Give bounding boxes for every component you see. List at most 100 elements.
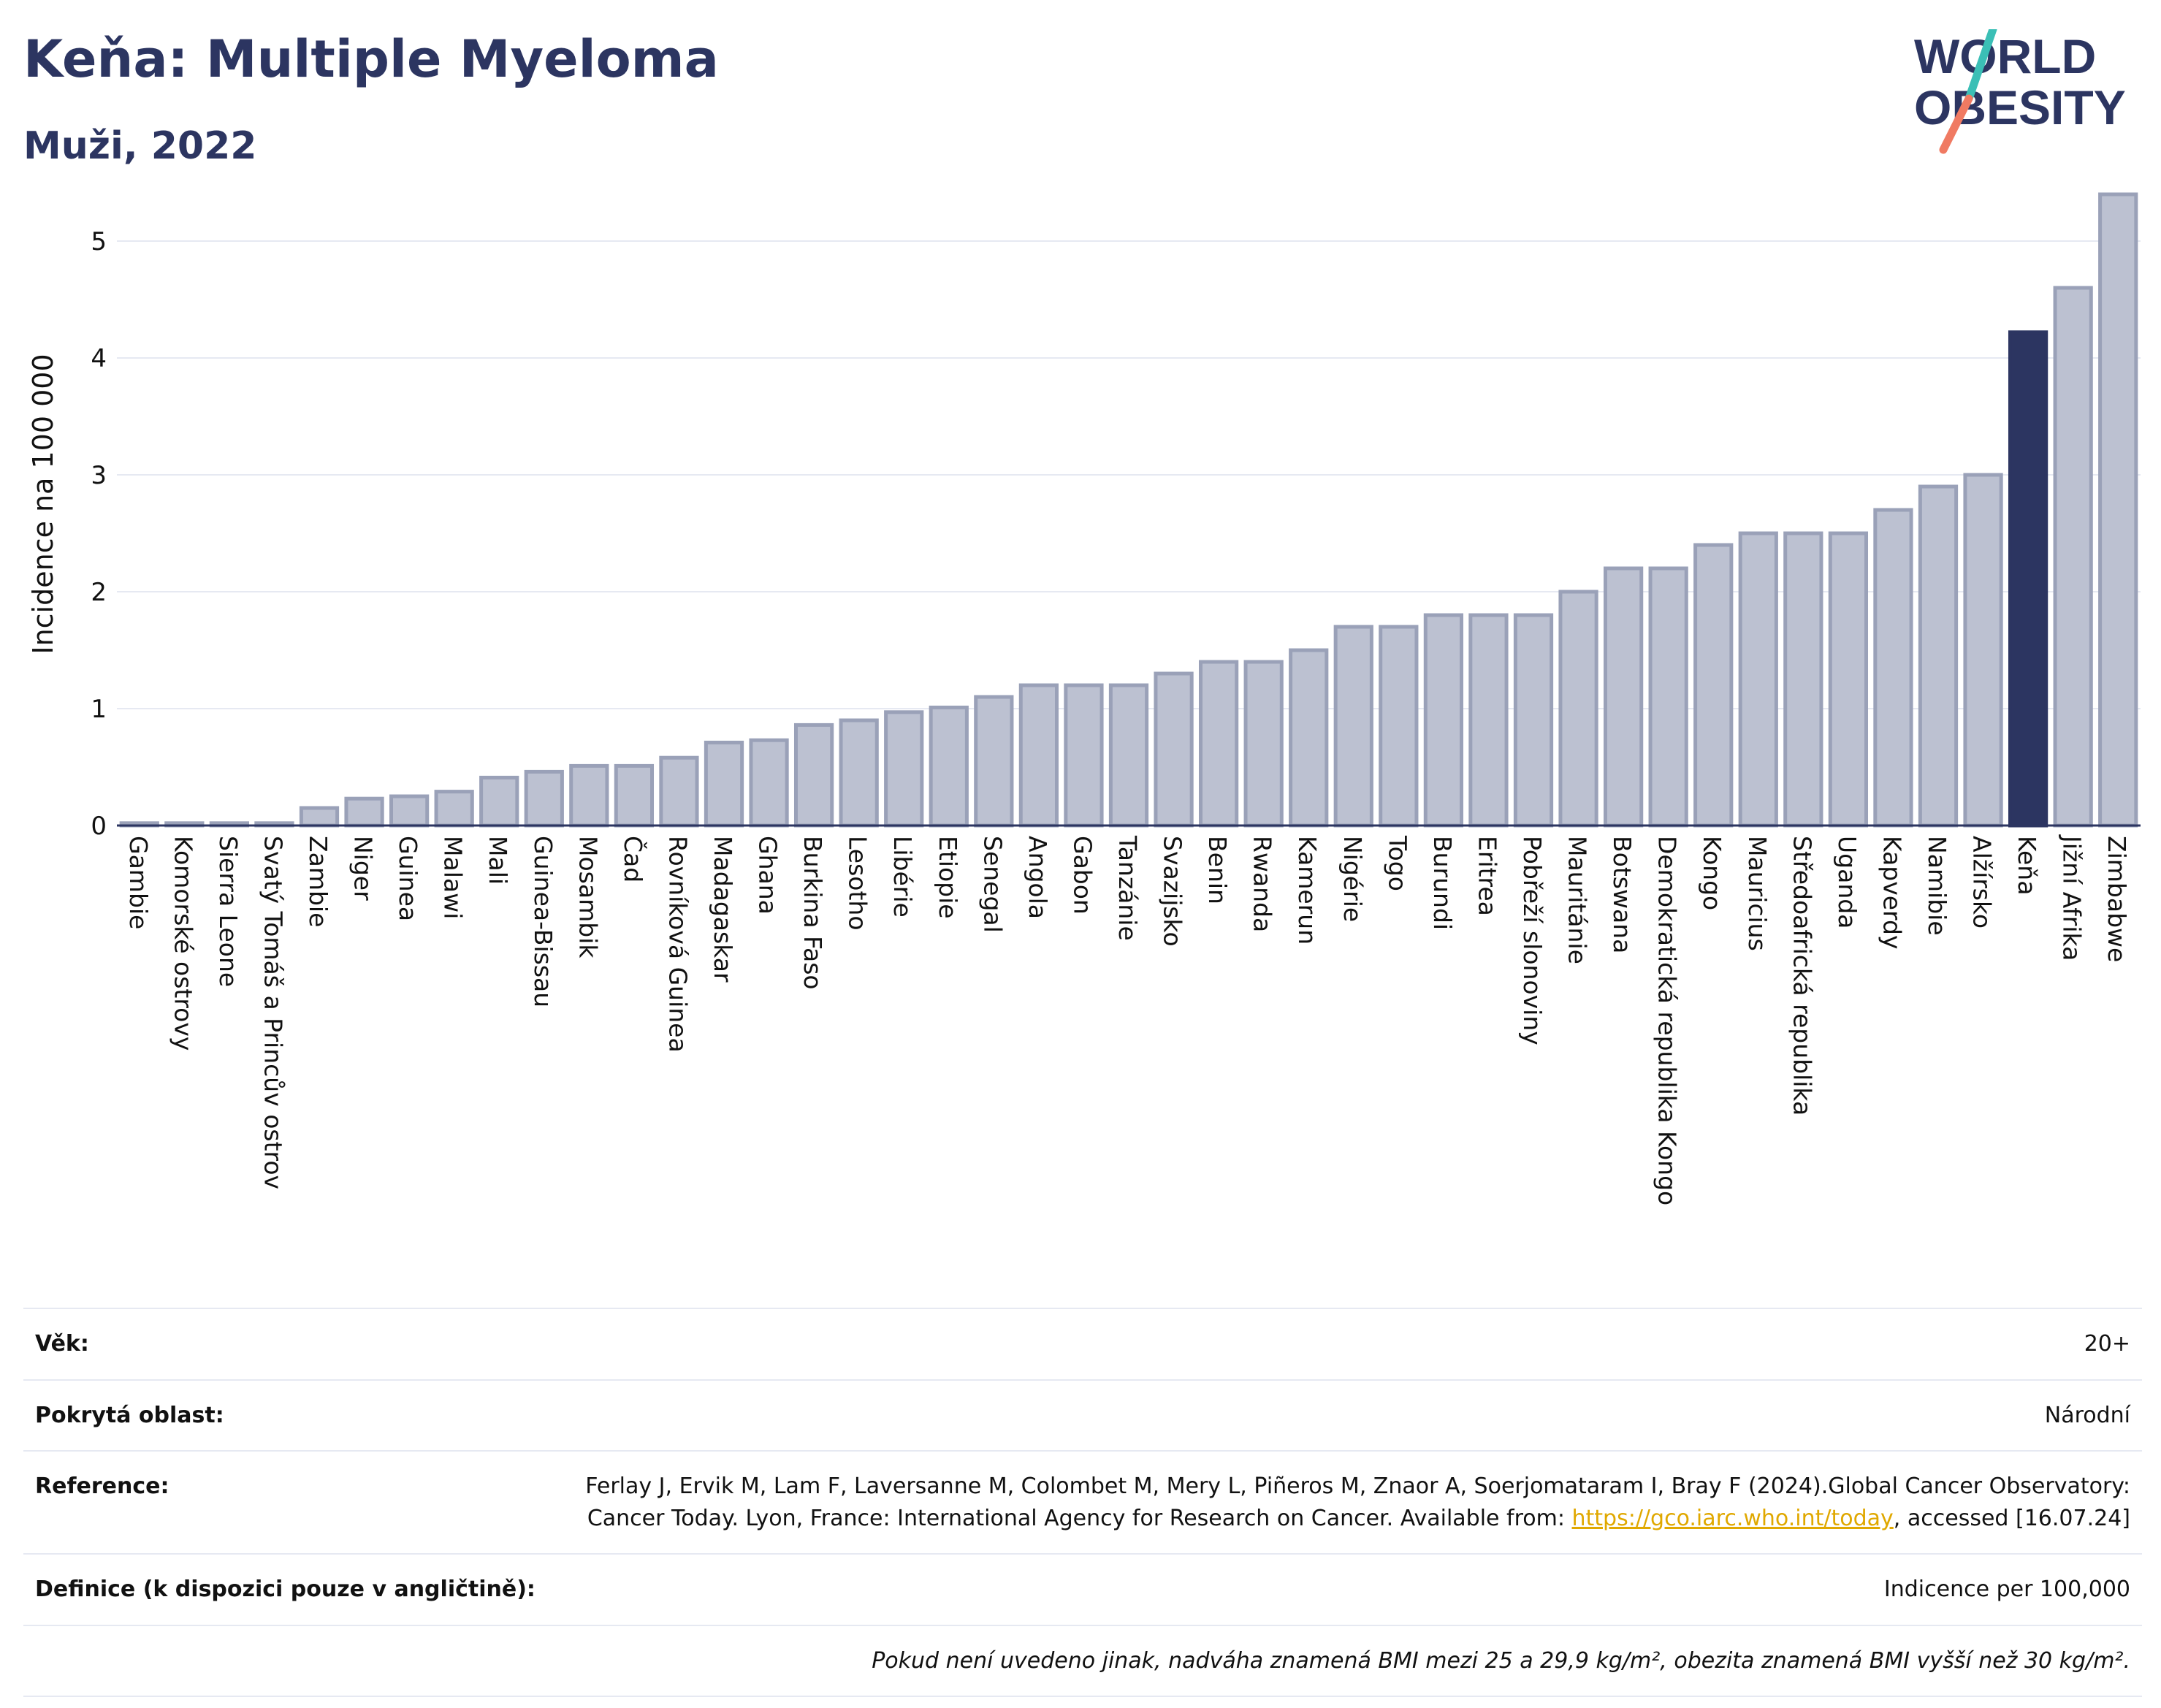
x-tick-label: Svatý Tomáš a Princův ostrov bbox=[259, 836, 287, 1189]
area-label: Pokrytá oblast: bbox=[23, 1379, 547, 1451]
x-tick-label: Gabon bbox=[1068, 836, 1097, 915]
x-tick-label: Guinea-Bissau bbox=[529, 836, 557, 1007]
x-tick-label: Zambie bbox=[304, 836, 332, 927]
bar bbox=[749, 738, 789, 828]
y-tick-label: 5 bbox=[91, 227, 107, 256]
bar bbox=[929, 705, 969, 828]
x-tick-label: Etiopie bbox=[934, 836, 962, 919]
x-tick-label: Mali bbox=[484, 836, 512, 885]
x-tick-label: Lesotho bbox=[844, 836, 872, 931]
x-tick-label: Kapverdy bbox=[1878, 836, 1906, 950]
x-tick-label: Eritrea bbox=[1473, 836, 1501, 916]
bar bbox=[1963, 473, 2003, 828]
x-tick-label: Uganda bbox=[1833, 836, 1861, 929]
bar bbox=[1648, 566, 1688, 828]
reference-label: Reference: bbox=[23, 1450, 547, 1554]
x-tick-label: Mauritánie bbox=[1563, 836, 1592, 964]
x-tick-label: Jižní Afrika bbox=[2058, 834, 2086, 961]
x-tick-label: Benin bbox=[1203, 836, 1232, 904]
x-tick-label: Čad bbox=[619, 836, 648, 882]
bar bbox=[1423, 613, 1464, 828]
x-tick-label: Demokratická republika Kongo bbox=[1653, 836, 1682, 1205]
x-tick-label: Niger bbox=[349, 836, 378, 901]
x-tick-label: Madagaskar bbox=[709, 836, 737, 983]
age-value: 20+ bbox=[546, 1308, 2142, 1380]
bar bbox=[1243, 660, 1284, 828]
bar bbox=[974, 695, 1014, 828]
bar bbox=[299, 806, 340, 828]
bar bbox=[389, 794, 430, 828]
x-tick-label: Namibie bbox=[1923, 836, 1951, 936]
world-obesity-logo: WORLD OBESITY bbox=[1914, 29, 2126, 154]
x-tick-label: Tanzánie bbox=[1113, 835, 1142, 941]
x-tick-label: Rwanda bbox=[1249, 836, 1277, 932]
x-tick-label: Burundi bbox=[1428, 836, 1457, 930]
x-tick-label: Togo bbox=[1383, 835, 1411, 891]
x-tick-label: Kongo bbox=[1698, 836, 1726, 910]
x-tick-label: Pobřeží slonoviny bbox=[1518, 836, 1547, 1045]
definition-value: Indicence per 100,000 bbox=[546, 1553, 2142, 1625]
bar bbox=[344, 796, 384, 828]
info-table: Věk: 20+ Pokrytá oblast: Národní Referen… bbox=[23, 1308, 2142, 1697]
bar bbox=[1828, 531, 1869, 828]
bar bbox=[1468, 613, 1509, 828]
x-tick-label: Malawi bbox=[439, 836, 468, 919]
x-tick-label: Keňa bbox=[2013, 836, 2041, 895]
definition-label: Definice (k dispozici pouze v angličtině… bbox=[23, 1553, 547, 1625]
bar bbox=[1289, 648, 1329, 828]
logo-slash-coral bbox=[1939, 94, 1973, 154]
bar bbox=[1018, 683, 1059, 828]
x-tick-label: Burkina Faso bbox=[799, 836, 827, 990]
bar bbox=[1333, 625, 1373, 828]
bar bbox=[434, 790, 474, 828]
bar bbox=[1558, 590, 1598, 828]
x-tick-label: Angola bbox=[1024, 836, 1052, 919]
bar bbox=[2008, 330, 2048, 828]
x-tick-label: Komorské ostrovy bbox=[169, 836, 197, 1051]
reference-link[interactable]: https://gco.iarc.who.int/today bbox=[1571, 1505, 1894, 1531]
info-row-definition: Definice (k dispozici pouze v angličtině… bbox=[23, 1553, 2142, 1625]
x-tick-label: Zimbabwe bbox=[2103, 836, 2131, 962]
bar bbox=[1198, 660, 1239, 828]
reference-accessed: , accessed [16.07.24] bbox=[1893, 1505, 2130, 1531]
x-tick-label: Mosambik bbox=[573, 836, 602, 958]
bar-chart: 0 1 2 3 4 5 Incidence na 100 000 Gambie Komorské… bbox=[27, 192, 2141, 1205]
x-tick-label: Mauricius bbox=[1743, 836, 1772, 951]
y-tick-label: 4 bbox=[91, 344, 107, 373]
x-tick-label: Ghana bbox=[754, 836, 782, 915]
info-row-reference: Reference: Ferlay J, Ervik M, Lam F, Lav… bbox=[23, 1450, 2142, 1554]
y-tick-label: 2 bbox=[91, 578, 107, 607]
info-row-age: Věk: 20+ bbox=[23, 1308, 2142, 1380]
age-label: Věk: bbox=[23, 1308, 547, 1380]
bar bbox=[1108, 683, 1149, 828]
bar bbox=[884, 710, 924, 828]
info-row-area: Pokrytá oblast: Národní bbox=[23, 1379, 2142, 1451]
bar bbox=[1783, 531, 1823, 828]
bar bbox=[1379, 625, 1419, 828]
bar bbox=[659, 755, 699, 828]
bar bbox=[1064, 683, 1104, 828]
bar bbox=[1918, 484, 1959, 828]
bar bbox=[2053, 286, 2093, 828]
page-title: Keňa: Multiple Myeloma bbox=[23, 29, 719, 89]
page-subtitle: Muži, 2022 bbox=[23, 124, 257, 168]
bar bbox=[1513, 613, 1554, 828]
bar bbox=[479, 775, 519, 828]
bar bbox=[1873, 508, 1913, 828]
x-tick-label: Rovníková Guinea bbox=[663, 836, 692, 1053]
bar bbox=[2098, 192, 2138, 828]
bar bbox=[839, 718, 879, 828]
bar bbox=[524, 769, 564, 828]
x-tick-label: Senegal bbox=[978, 836, 1007, 933]
logo-slash-teal bbox=[1964, 29, 1997, 103]
bar bbox=[1603, 566, 1644, 828]
y-tick-label: 0 bbox=[91, 812, 107, 841]
bar bbox=[569, 763, 609, 828]
y-tick-label: 3 bbox=[91, 461, 107, 490]
y-tick-label: 1 bbox=[91, 695, 107, 724]
x-tick-label: Gambie bbox=[124, 836, 153, 929]
x-tick-label: Sierra Leone bbox=[214, 836, 243, 987]
x-tick-label: Kamerun bbox=[1293, 836, 1322, 945]
bar bbox=[1693, 543, 1734, 828]
x-tick-label: Svazijsko bbox=[1159, 836, 1187, 947]
